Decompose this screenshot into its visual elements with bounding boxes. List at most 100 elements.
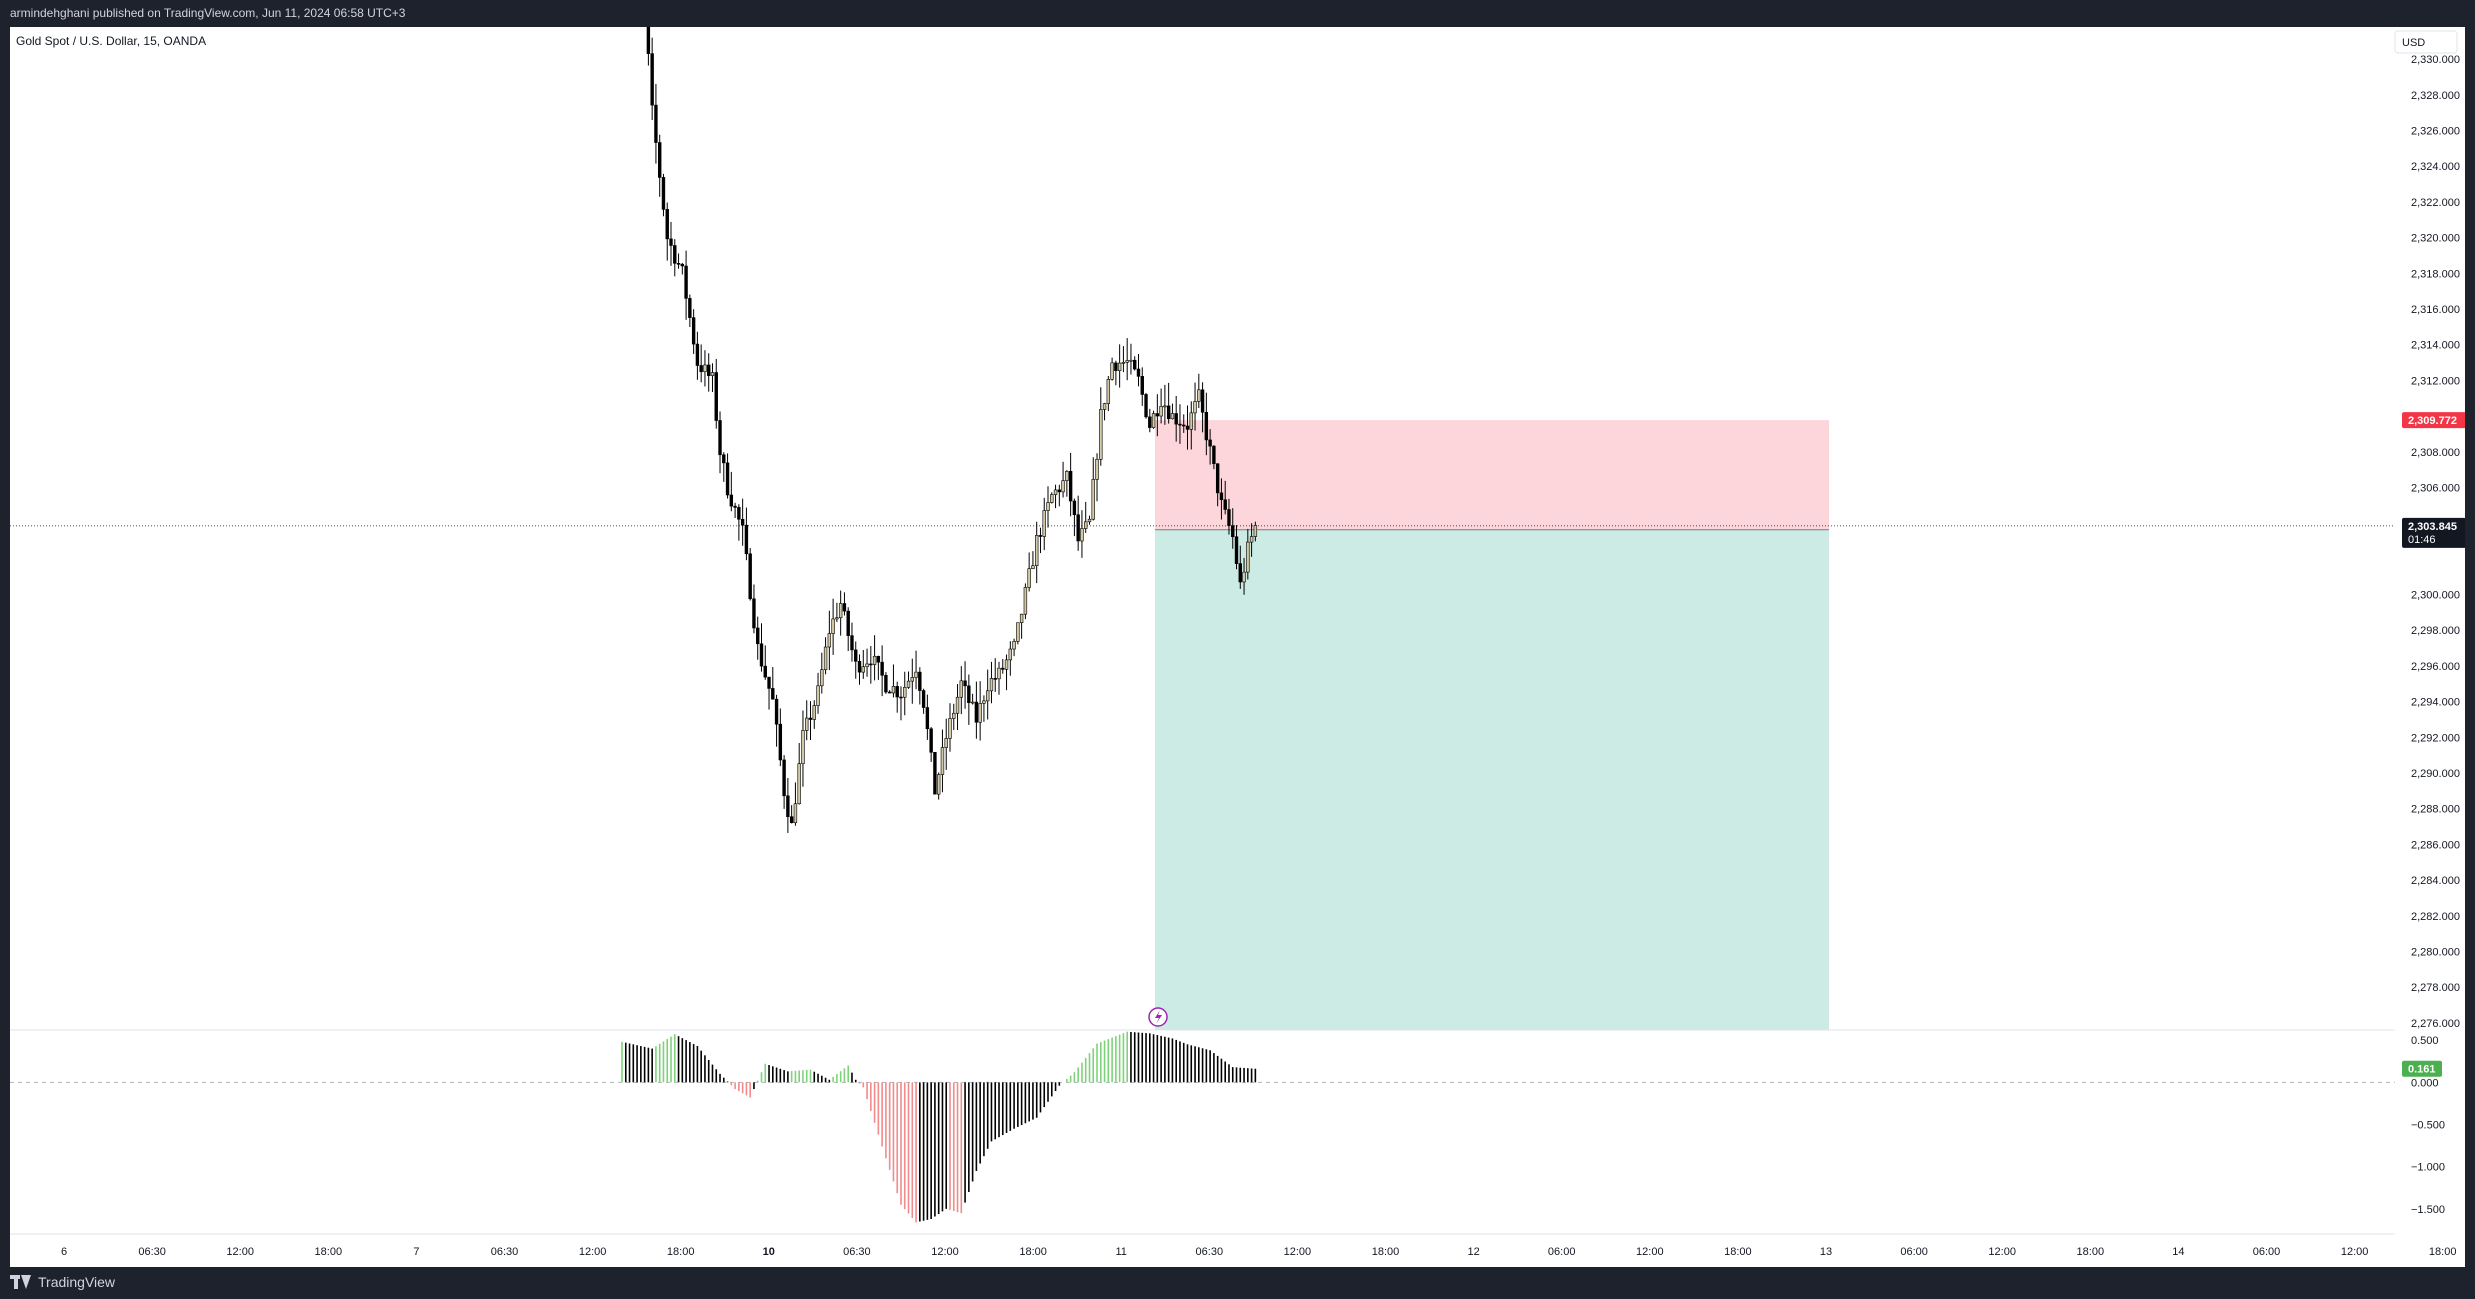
candle[interactable]: [691, 309, 696, 354]
candle[interactable]: [933, 751, 937, 795]
candle[interactable]: [744, 507, 749, 561]
candle[interactable]: [1151, 410, 1156, 429]
candle[interactable]: [940, 729, 945, 793]
candle[interactable]: [801, 710, 805, 787]
candle[interactable]: [812, 700, 816, 729]
candle[interactable]: [699, 344, 703, 383]
candle[interactable]: [1102, 402, 1107, 421]
candle[interactable]: [929, 726, 933, 762]
candle[interactable]: [895, 681, 899, 713]
candle[interactable]: [1065, 470, 1069, 497]
candle[interactable]: [1193, 382, 1197, 431]
candle[interactable]: [1046, 486, 1050, 528]
candle[interactable]: [1238, 545, 1242, 589]
candle[interactable]: [718, 411, 722, 474]
candle[interactable]: [1008, 641, 1013, 676]
candle[interactable]: [869, 646, 873, 684]
candle[interactable]: [985, 669, 990, 720]
candle[interactable]: [993, 658, 997, 692]
candle[interactable]: [650, 37, 654, 121]
candle[interactable]: [1053, 484, 1058, 509]
candle[interactable]: [1080, 510, 1084, 558]
candle[interactable]: [1057, 484, 1062, 507]
candle[interactable]: [816, 672, 820, 714]
candle[interactable]: [714, 358, 718, 429]
candle[interactable]: [1249, 523, 1254, 557]
candle[interactable]: [786, 777, 790, 833]
candle[interactable]: [921, 688, 926, 714]
candle[interactable]: [906, 671, 911, 689]
candle[interactable]: [1185, 405, 1190, 450]
candle[interactable]: [1121, 346, 1126, 373]
candle[interactable]: [676, 253, 681, 269]
candle[interactable]: [1231, 508, 1235, 549]
candle[interactable]: [1212, 445, 1216, 470]
candle[interactable]: [1215, 463, 1220, 507]
candle[interactable]: [1016, 622, 1020, 645]
candle[interactable]: [959, 666, 964, 715]
candle[interactable]: [793, 782, 798, 826]
candle[interactable]: [782, 755, 786, 809]
candle[interactable]: [1004, 654, 1009, 691]
candle[interactable]: [748, 548, 752, 601]
candle[interactable]: [1031, 551, 1035, 570]
candle[interactable]: [1019, 613, 1024, 639]
candle[interactable]: [1001, 659, 1005, 674]
candle[interactable]: [774, 694, 779, 747]
symbol-title[interactable]: Gold Spot / U.S. Dollar, 15, OANDA: [16, 34, 206, 48]
candle[interactable]: [1148, 408, 1152, 433]
candle[interactable]: [1136, 354, 1141, 387]
currency-box[interactable]: [2394, 30, 2458, 54]
candle[interactable]: [989, 661, 994, 704]
candle[interactable]: [1091, 457, 1095, 521]
candle[interactable]: [1246, 528, 1250, 580]
candle[interactable]: [1133, 356, 1137, 371]
candle[interactable]: [910, 658, 914, 704]
candle[interactable]: [914, 650, 918, 690]
candle[interactable]: [1204, 392, 1209, 456]
candle[interactable]: [944, 718, 948, 770]
candle[interactable]: [850, 622, 854, 662]
candle[interactable]: [729, 471, 734, 512]
chart-frame[interactable]: Gold Spot / U.S. Dollar, 15, OANDA USD 2…: [10, 0, 2466, 1267]
candle[interactable]: [695, 331, 700, 380]
candle[interactable]: [1178, 404, 1182, 444]
chart-canvas[interactable]: Gold Spot / U.S. Dollar, 15, OANDA USD 2…: [10, 0, 2466, 1267]
candle[interactable]: [722, 452, 726, 482]
candle[interactable]: [967, 674, 971, 725]
oscillator-layer[interactable]: [621, 1031, 1257, 1223]
candle[interactable]: [771, 667, 775, 700]
candle[interactable]: [752, 584, 756, 634]
candle[interactable]: [1068, 452, 1073, 517]
candle[interactable]: [872, 635, 877, 681]
candle[interactable]: [733, 502, 737, 519]
candle[interactable]: [1166, 382, 1171, 424]
candle[interactable]: [948, 703, 952, 752]
candle[interactable]: [1023, 583, 1028, 620]
candle[interactable]: [1099, 387, 1103, 466]
candle[interactable]: [657, 134, 662, 197]
candle[interactable]: [1253, 521, 1258, 542]
candle[interactable]: [1163, 384, 1167, 425]
candle[interactable]: [887, 690, 892, 694]
candle[interactable]: [846, 607, 850, 652]
candle[interactable]: [1038, 527, 1043, 554]
candle[interactable]: [665, 202, 669, 261]
oscillator-value-label[interactable]: 0.161: [2408, 1064, 2436, 1076]
candle[interactable]: [1174, 395, 1178, 442]
reward-zone[interactable]: [1155, 529, 1829, 1030]
candle[interactable]: [880, 645, 884, 697]
candle[interactable]: [805, 700, 809, 741]
candle[interactable]: [797, 742, 801, 805]
risk-zone[interactable]: [1155, 420, 1829, 530]
lightning-alert-icon[interactable]: [1148, 1007, 1168, 1027]
candle[interactable]: [842, 592, 847, 616]
tradingview-logo[interactable]: TradingView: [10, 1274, 115, 1290]
candle[interactable]: [789, 805, 794, 824]
candle[interactable]: [673, 239, 677, 277]
candle[interactable]: [1159, 388, 1163, 424]
candle[interactable]: [997, 661, 1001, 695]
candle[interactable]: [876, 655, 881, 680]
candle[interactable]: [1144, 392, 1148, 419]
candle[interactable]: [661, 173, 666, 217]
